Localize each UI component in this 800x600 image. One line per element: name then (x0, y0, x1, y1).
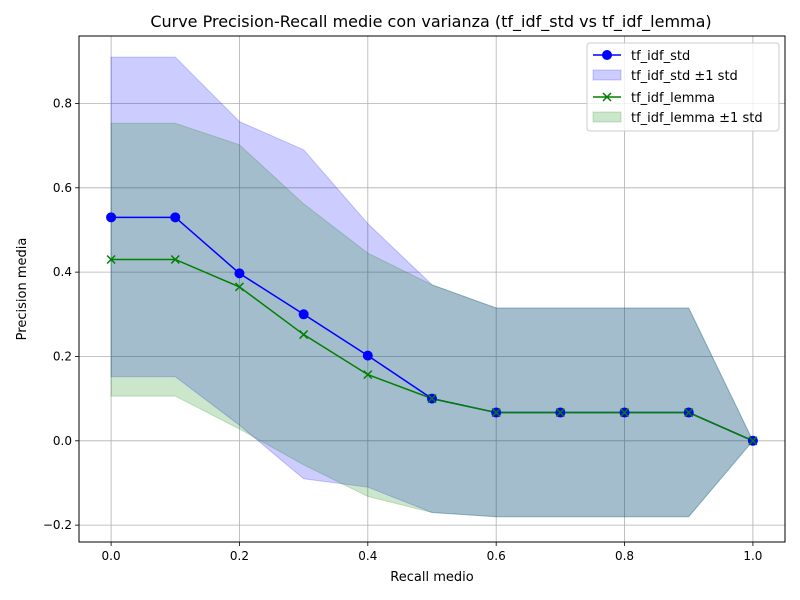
legend-patch-tf-idf-std-band (592, 69, 622, 81)
y-axis-ticks: −0.2 0.0 0.2 0.4 0.6 0.8 (43, 96, 79, 532)
x-tick-label-2: 0.4 (358, 549, 377, 563)
variance-band-1 (110, 122, 754, 518)
series-1-point-4 (363, 370, 373, 380)
x-tick-label-5: 1.0 (743, 549, 762, 563)
y-tick-label-5: 0.8 (53, 96, 72, 110)
legend-marker-tf-idf-std (602, 50, 612, 60)
legend-label-tf-idf-lemma-band: tf_idf_lemma ±1 std (631, 111, 763, 126)
series-1-point-6 (491, 408, 501, 418)
series-1-point-9 (684, 408, 694, 418)
legend-patch-tf-idf-lemma-band (592, 111, 622, 123)
legend-label-tf-idf-lemma: tf_idf_lemma (631, 91, 715, 106)
series-0-point-4 (362, 350, 373, 361)
series-1-point-1 (170, 254, 180, 265)
legend-marker-tf-idf-lemma (602, 92, 612, 102)
x-tick-label-1: 0.2 (230, 549, 249, 563)
series-0-point-2 (234, 268, 245, 279)
y-tick-label-4: 0.6 (53, 181, 72, 195)
x-tick-label-0: 0.0 (102, 549, 121, 563)
series-0-point-3 (298, 309, 309, 320)
x-tick-label-3: 0.6 (487, 549, 506, 563)
series-1-point-3 (299, 330, 309, 340)
y-tick-label-3: 0.4 (53, 265, 72, 279)
series-1-point-7 (555, 408, 565, 418)
series-1-point-8 (620, 408, 630, 418)
legend: tf_idf_std tf_idf_std ±1 std tf_idf_lemm… (586, 42, 780, 132)
legend-label-tf-idf-std: tf_idf_std (631, 49, 690, 64)
x-axis-label: Recall medio (390, 570, 473, 585)
variance-bands (110, 56, 754, 518)
y-axis-label: Precision media (15, 238, 30, 341)
series-1-point-5 (427, 394, 437, 404)
y-tick-label-2: 0.2 (53, 349, 72, 363)
variance-band-0 (110, 56, 754, 518)
x-axis-ticks: 0.0 0.2 0.4 0.6 0.8 1.0 (102, 542, 762, 563)
chart-title: Curve Precision-Recall medie con varianz… (150, 12, 711, 32)
plot-frame (78, 35, 786, 543)
series-0-point-1 (170, 212, 181, 223)
series-markers (106, 212, 758, 446)
legend-label-tf-idf-std-band: tf_idf_std ±1 std (631, 69, 738, 84)
x-tick-label-4: 0.8 (615, 549, 634, 563)
y-tick-label-1: 0.0 (53, 434, 72, 448)
series-1-point-10 (748, 436, 758, 446)
y-tick-label-0: −0.2 (43, 518, 72, 532)
series-1-point-0 (106, 254, 116, 265)
series-1-point-2 (234, 282, 244, 292)
grid (79, 36, 785, 542)
legend-box (586, 42, 780, 132)
series-0-point-0 (106, 212, 117, 223)
